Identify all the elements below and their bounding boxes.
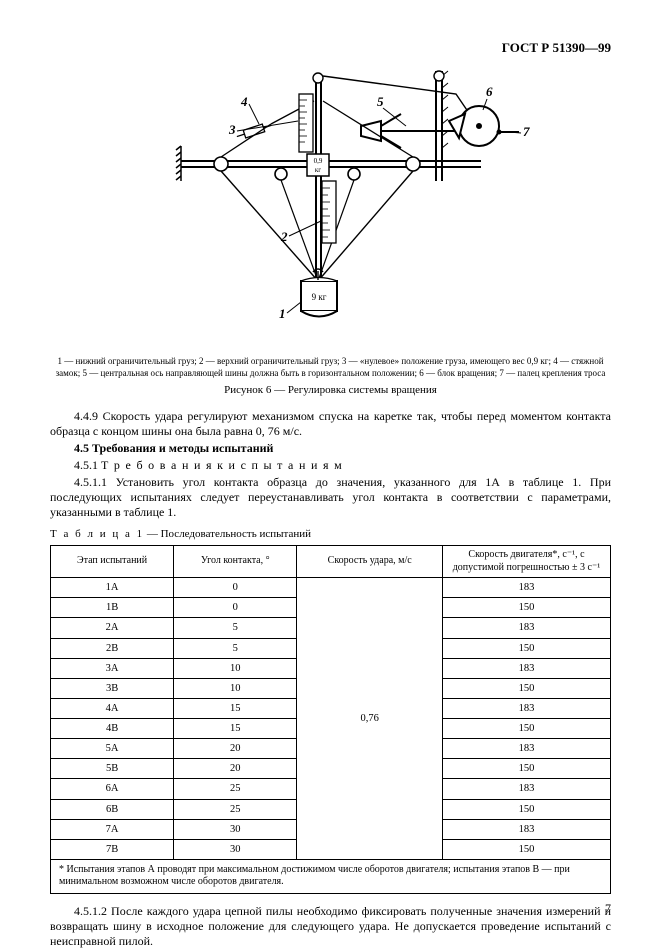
cell-speed-merged: 0,76: [297, 578, 443, 860]
table-1: Этап испытаний Угол контакта, ° Скорость…: [50, 545, 611, 894]
svg-text:6: 6: [486, 84, 493, 99]
cell-ugol: 20: [174, 739, 297, 759]
cell-etap: 3A: [51, 658, 174, 678]
svg-text:5: 5: [377, 94, 384, 109]
cell-etap: 7A: [51, 819, 174, 839]
svg-text:1: 1: [279, 306, 286, 321]
cell-eng: 183: [442, 698, 610, 718]
th-ugol: Угол контакта, °: [174, 546, 297, 578]
th-eng: Скорость двигателя*, с⁻¹, с допустимой п…: [442, 546, 610, 578]
table-row: 1A00,76183: [51, 578, 611, 598]
page: ГОСТ Р 51390—99: [0, 0, 661, 936]
figure-6: 0,9 кг 9 кг 1 2 3: [50, 66, 611, 350]
para-4-5-1-1: 4.5.1.1 Установить угол контакта образца…: [50, 475, 611, 520]
th-speed: Скорость удара, м/с: [297, 546, 443, 578]
cell-ugol: 10: [174, 658, 297, 678]
svg-text:4: 4: [240, 94, 248, 109]
cell-ugol: 0: [174, 578, 297, 598]
cell-etap: 1A: [51, 578, 174, 598]
cell-eng: 150: [442, 638, 610, 658]
table-1-caption-rest: — Последовательность испытаний: [144, 528, 311, 540]
cell-eng: 150: [442, 719, 610, 739]
th-etap: Этап испытаний: [51, 546, 174, 578]
cell-ugol: 5: [174, 638, 297, 658]
svg-text:3: 3: [228, 122, 236, 137]
cell-ugol: 15: [174, 698, 297, 718]
cell-etap: 1B: [51, 598, 174, 618]
heading-4-5-1-text: Т р е б о в а н и я к и с п ы т а н и я …: [101, 458, 343, 472]
svg-text:7: 7: [523, 124, 530, 139]
cell-ugol: 30: [174, 839, 297, 859]
cell-ugol: 5: [174, 618, 297, 638]
heading-4-5-1-num: 4.5.1: [74, 458, 101, 472]
cell-etap: 4B: [51, 719, 174, 739]
cell-eng: 150: [442, 759, 610, 779]
cell-eng: 183: [442, 578, 610, 598]
cell-etap: 5A: [51, 739, 174, 759]
cell-etap: 2B: [51, 638, 174, 658]
cell-eng: 150: [442, 839, 610, 859]
cell-eng: 150: [442, 799, 610, 819]
cell-ugol: 0: [174, 598, 297, 618]
cell-etap: 3B: [51, 678, 174, 698]
cell-eng: 150: [442, 678, 610, 698]
figure-legend: 1 — нижний ограничительный груз; 2 — вер…: [50, 356, 611, 379]
cell-etap: 6A: [51, 779, 174, 799]
cell-ugol: 15: [174, 719, 297, 739]
cell-etap: 5B: [51, 759, 174, 779]
cell-ugol: 10: [174, 678, 297, 698]
cell-eng: 183: [442, 819, 610, 839]
cell-etap: 4A: [51, 698, 174, 718]
table-footnote: * Испытания этапов А проводят при максим…: [51, 859, 611, 893]
table-1-caption-num: Т а б л и ц а 1: [50, 528, 144, 540]
cell-ugol: 20: [174, 759, 297, 779]
svg-text:2: 2: [280, 229, 288, 244]
page-number: 7: [605, 901, 611, 916]
cell-etap: 2A: [51, 618, 174, 638]
svg-text:кг: кг: [314, 166, 320, 174]
cell-ugol: 25: [174, 779, 297, 799]
cell-ugol: 25: [174, 799, 297, 819]
heading-4-5: 4.5 Требования и методы испытаний: [50, 441, 611, 456]
table-header-row: Этап испытаний Угол контакта, ° Скорость…: [51, 546, 611, 578]
doc-id-header: ГОСТ Р 51390—99: [50, 40, 611, 56]
para-4-5-1-2: 4.5.1.2 После каждого удара цепной пилы …: [50, 904, 611, 949]
heading-4-5-1: 4.5.1 Т р е б о в а н и я к и с п ы т а …: [50, 458, 611, 473]
cell-eng: 183: [442, 779, 610, 799]
table-footnote-row: * Испытания этапов А проводят при максим…: [51, 859, 611, 893]
figure-6-svg: 0,9 кг 9 кг 1 2 3: [121, 66, 541, 346]
cell-etap: 6B: [51, 799, 174, 819]
cell-eng: 183: [442, 739, 610, 759]
svg-text:0,9: 0,9: [313, 157, 322, 165]
cell-etap: 7B: [51, 839, 174, 859]
cell-eng: 150: [442, 598, 610, 618]
svg-text:9 кг: 9 кг: [311, 292, 326, 302]
table-1-caption: Т а б л и ц а 1 — Последовательность исп…: [50, 528, 611, 542]
cell-ugol: 30: [174, 819, 297, 839]
figure-caption: Рисунок 6 — Регулировка системы вращения: [50, 384, 611, 398]
para-4-4-9: 4.4.9 Скорость удара регулируют механизм…: [50, 409, 611, 439]
cell-eng: 183: [442, 618, 610, 638]
cell-eng: 183: [442, 658, 610, 678]
